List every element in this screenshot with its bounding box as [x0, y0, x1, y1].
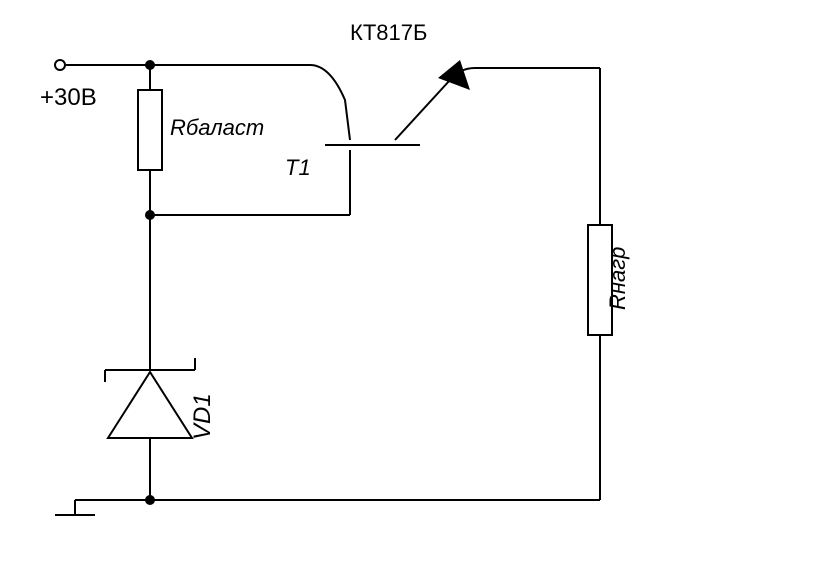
- zener-ref-label: VD1: [189, 393, 216, 440]
- r-ballast-label: Rбаласт: [170, 115, 264, 140]
- node-top-left: [145, 60, 155, 70]
- zener-vd1: [105, 358, 195, 500]
- supply-label: +30В: [40, 84, 97, 111]
- r-ballast: [138, 90, 162, 170]
- circuit-schematic: +30В Rбаласт T1 КТ817Б Rнагр VD: [0, 0, 816, 567]
- transistor-part-label: КТ817Б: [350, 20, 427, 45]
- input-terminal: [55, 60, 65, 70]
- r-load-label: Rнагр: [605, 247, 630, 310]
- transistor-emitter-arrow: [438, 60, 470, 90]
- transistor-ref-label: T1: [285, 155, 311, 180]
- transistor-collector-lead: [310, 65, 350, 140]
